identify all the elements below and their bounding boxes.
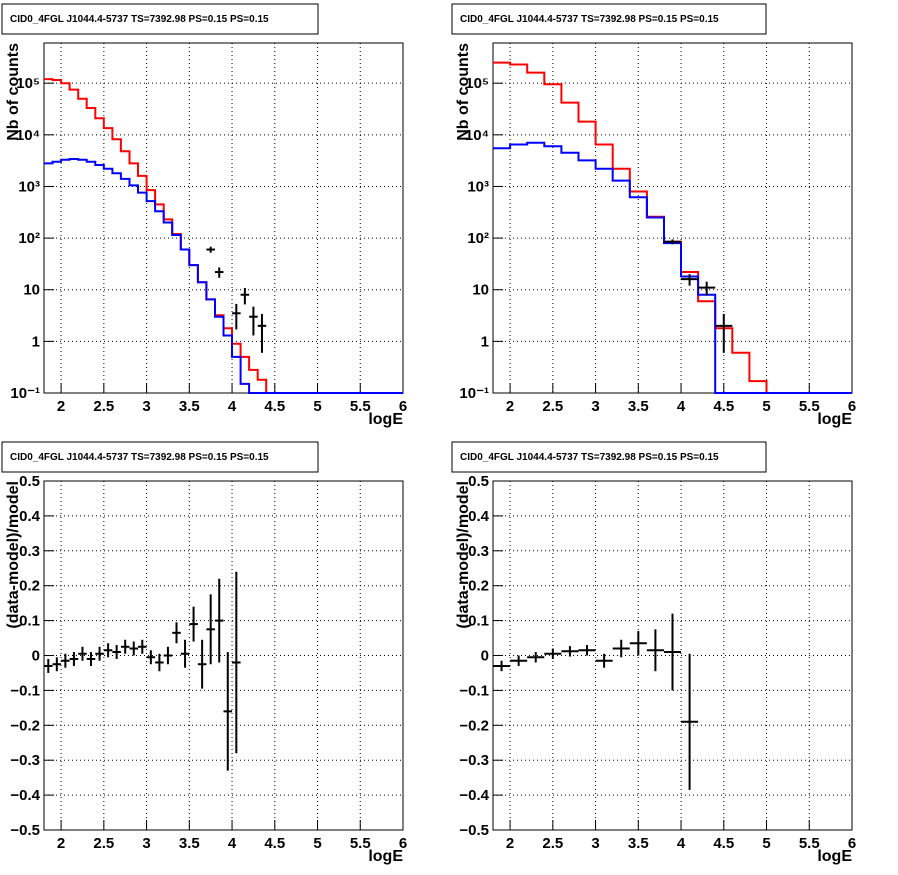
y-tick-label: −0.5 [10, 822, 40, 839]
x-tick-label: 4.5 [264, 398, 285, 415]
x-tick-label: 5 [313, 835, 321, 852]
y-tick-label: −0.3 [10, 752, 40, 769]
y-tick-label: 0.1 [19, 613, 40, 630]
x-tick-label: 5 [762, 398, 770, 415]
y-tick-label: 10⁴ [16, 127, 40, 144]
x-tick-label: 6 [848, 398, 856, 415]
x-tick-label: 3 [591, 398, 599, 415]
y-tick-label: 10⁴ [465, 127, 489, 144]
x-tick-label: 4 [677, 398, 686, 415]
y-tick-label: 10⁵ [465, 75, 489, 92]
chart-title: CID0_4FGL J1044.4-5737 TS=7392.98 PS=0.1… [460, 14, 719, 25]
y-axis-label: (data-model)/model [455, 481, 472, 629]
y-axis-label: (data-model)/model [5, 481, 22, 629]
y-tick-label: 0.4 [19, 508, 41, 525]
y-tick-label: 0.5 [468, 473, 489, 490]
series-line-1 [44, 158, 403, 394]
x-tick-label: 2.5 [93, 398, 114, 415]
y-tick-label: 10² [18, 230, 40, 247]
y-tick-label: 10³ [18, 178, 40, 195]
y-tick-label: −0.2 [10, 717, 40, 734]
title-box [1, 441, 319, 473]
x-tick-label: 2.5 [93, 835, 114, 852]
y-tick-label: 0 [481, 648, 489, 665]
x-axis-label: logE [817, 848, 852, 865]
x-axis-label: logE [368, 411, 403, 428]
x-tick-label: 2 [506, 835, 514, 852]
x-tick-label: 4.5 [264, 835, 285, 852]
x-tick-label: 4.5 [713, 398, 734, 415]
title-box [451, 441, 767, 473]
x-tick-label: 2.5 [542, 835, 563, 852]
x-axis-label: logE [817, 411, 852, 428]
x-tick-label: 6 [399, 835, 407, 852]
y-tick-label: 0.2 [468, 578, 489, 595]
x-tick-label: 4 [228, 398, 237, 415]
y-tick-label: −0.2 [459, 717, 489, 734]
x-tick-label: 3.5 [179, 398, 200, 415]
x-tick-label: 5 [762, 835, 770, 852]
y-tick-label: 0.2 [19, 578, 40, 595]
y-tick-label: 0.4 [468, 508, 490, 525]
x-tick-label: 4 [677, 835, 686, 852]
chart-title: CID0_4FGL J1044.4-5737 TS=7392.98 PS=0.1… [10, 14, 269, 25]
x-tick-label: 2 [57, 835, 65, 852]
x-tick-label: 3.5 [628, 835, 649, 852]
x-tick-label: 2 [506, 398, 514, 415]
y-axis-label: Nb of counts [5, 43, 22, 141]
y-tick-label: 10 [23, 282, 40, 299]
x-tick-label: 5.5 [799, 398, 820, 415]
chart-title: CID0_4FGL J1044.4-5737 TS=7392.98 PS=0.1… [10, 452, 269, 463]
y-tick-label: 1 [32, 333, 40, 350]
x-tick-label: 5 [313, 398, 321, 415]
x-tick-label: 5.5 [350, 835, 371, 852]
x-tick-label: 6 [399, 398, 407, 415]
x-tick-label: 3 [142, 835, 150, 852]
x-tick-label: 3.5 [179, 835, 200, 852]
x-axis-label: logE [368, 848, 403, 865]
y-tick-label: 10² [467, 230, 489, 247]
x-tick-label: 2.5 [542, 398, 563, 415]
x-tick-label: 4 [228, 835, 237, 852]
y-tick-label: −0.1 [10, 682, 40, 699]
chart-title: CID0_4FGL J1044.4-5737 TS=7392.98 PS=0.1… [460, 452, 719, 463]
y-tick-label: 10⁻¹ [10, 385, 40, 402]
y-tick-label: 10 [472, 282, 489, 299]
x-tick-label: 3.5 [628, 398, 649, 415]
y-tick-label: −0.4 [459, 787, 489, 804]
y-tick-label: 1 [481, 333, 489, 350]
series-line-1 [493, 141, 852, 394]
y-tick-label: −0.3 [459, 752, 489, 769]
y-tick-label: −0.4 [10, 787, 40, 804]
x-tick-label: 5.5 [799, 835, 820, 852]
y-tick-label: 10⁻¹ [459, 385, 489, 402]
x-tick-label: 4.5 [713, 835, 734, 852]
y-tick-label: 0.3 [19, 543, 40, 560]
panel-bottom-left: CID0_4FGL J1044.4-5737 TS=7392.98 PS=0.1… [1, 441, 407, 865]
y-tick-label: −0.5 [459, 822, 489, 839]
plot-frame [43, 480, 404, 831]
y-tick-label: 10⁵ [16, 75, 40, 92]
y-tick-label: 10³ [467, 178, 489, 195]
panel-bottom-right: CID0_4FGL J1044.4-5737 TS=7392.98 PS=0.1… [451, 441, 856, 865]
panel-top-left: CID0_4FGL J1044.4-5737 TS=7392.98 PS=0.1… [1, 3, 407, 428]
x-tick-label: 2 [57, 398, 65, 415]
plot-frame [492, 42, 853, 394]
title-box [451, 3, 767, 35]
y-axis-label: Nb of counts [455, 43, 472, 141]
y-tick-label: 0 [32, 648, 40, 665]
series-line-0 [493, 61, 852, 394]
x-tick-label: 3 [591, 835, 599, 852]
y-tick-label: 0.1 [468, 613, 489, 630]
y-tick-label: −0.1 [459, 682, 489, 699]
panel-top-right: CID0_4FGL J1044.4-5737 TS=7392.98 PS=0.1… [451, 3, 856, 428]
x-tick-label: 3 [142, 398, 150, 415]
x-tick-label: 5.5 [350, 398, 371, 415]
plot-frame [43, 42, 404, 394]
x-tick-label: 6 [848, 835, 856, 852]
y-tick-label: 0.5 [19, 473, 40, 490]
title-box [1, 3, 319, 35]
y-tick-label: 0.3 [468, 543, 489, 560]
